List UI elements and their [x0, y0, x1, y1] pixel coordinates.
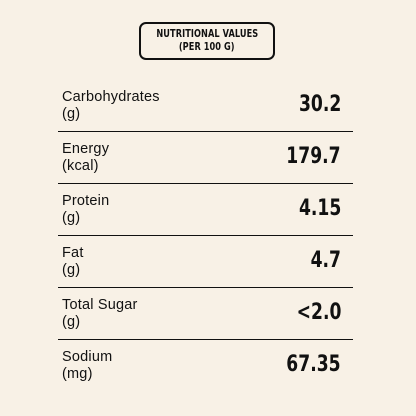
nutrient-label: Total Sugar (g) [62, 297, 138, 331]
nutrient-name: Total Sugar [62, 297, 138, 313]
nutrient-label: Sodium (mg) [62, 349, 112, 383]
nutrient-name: Protein [62, 193, 110, 209]
nutrient-name: Sodium [62, 349, 113, 365]
nutrient-label: Energy (kcal) [62, 141, 109, 175]
nutrient-unit: (g) [62, 106, 81, 122]
nutrition-basis: (PER 100 G) [179, 41, 235, 53]
nutrient-name: Carbohydrates [62, 89, 160, 105]
nutrient-value: 30.2 [298, 92, 341, 117]
nutrient-unit: (g) [62, 314, 81, 330]
nutrient-value: 4.7 [310, 248, 341, 273]
nutrient-row-fat: Fat (g) 4.7 [58, 236, 353, 288]
nutrient-unit: (g) [62, 262, 81, 278]
nutrient-unit: (mg) [62, 366, 93, 382]
nutrient-value: <2.0 [296, 300, 341, 325]
nutrient-value: 4.15 [298, 196, 341, 221]
nutrition-title: NUTRITIONAL VALUES [156, 28, 258, 40]
nutrient-unit: (kcal) [62, 158, 99, 174]
nutrition-header-box: NUTRITIONAL VALUES (PER 100 G) [139, 22, 275, 60]
nutrient-row-total-sugar: Total Sugar (g) <2.0 [58, 288, 353, 340]
nutrient-label: Protein (g) [62, 193, 109, 227]
nutrient-label: Carbohydrates (g) [62, 89, 160, 123]
nutrient-value: 179.7 [286, 144, 341, 169]
nutrient-unit: (g) [62, 210, 81, 226]
nutrient-name: Fat [62, 245, 84, 261]
nutrient-row-protein: Protein (g) 4.15 [58, 184, 353, 236]
nutrient-row-energy: Energy (kcal) 179.7 [58, 132, 353, 184]
nutrient-name: Energy [62, 141, 110, 157]
nutrient-label: Fat (g) [62, 245, 84, 279]
nutrient-row-carbohydrates: Carbohydrates (g) 30.2 [58, 80, 353, 132]
nutrient-row-sodium: Sodium (mg) 67.35 [58, 340, 353, 392]
nutrition-table: Carbohydrates (g) 30.2 Energy (kcal) 179… [58, 80, 353, 392]
nutrient-value: 67.35 [286, 352, 341, 377]
